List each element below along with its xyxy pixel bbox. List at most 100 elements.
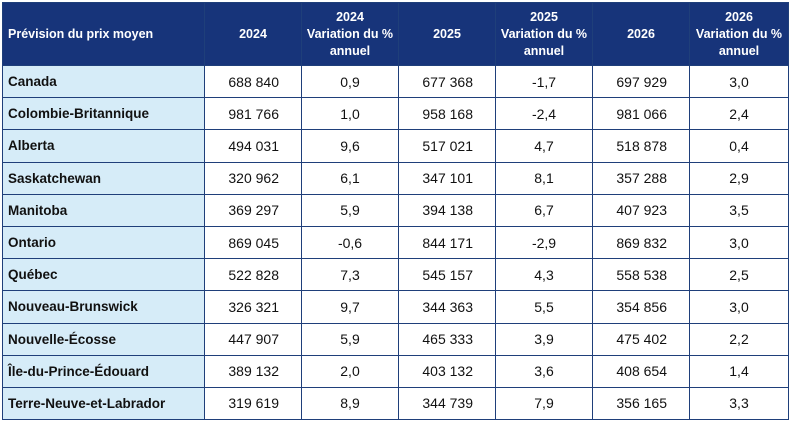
change-2024: 7,3: [301, 258, 399, 292]
header-2026-change: 2026 Variation du % annuel: [689, 2, 789, 66]
header-2026-change-unit: annuel: [718, 43, 760, 58]
change-2026: 3,0: [689, 64, 789, 99]
price-2026: 354 856: [592, 290, 690, 324]
header-2024-change-label: Variation du %: [306, 26, 394, 41]
change-2024: 0,9: [301, 64, 399, 99]
table-row: Nouveau-Brunswick 326 321 9,7 344 363 5,…: [2, 290, 789, 324]
table-row: Ontario 869 045 -0,6 844 171 -2,9 869 83…: [2, 225, 789, 260]
price-2026: 558 538: [592, 258, 690, 292]
table-row: Manitoba 369 297 5,9 394 138 6,7 407 923…: [2, 193, 789, 227]
price-2025: 347 101: [398, 161, 496, 195]
change-2025: 4,7: [495, 129, 593, 163]
table-row: Alberta 494 031 9,6 517 021 4,7 518 878 …: [2, 129, 789, 163]
change-2026: 3,5: [689, 193, 789, 227]
region-name: Colombie-Britannique: [2, 97, 205, 131]
header-2025-change-year: 2025: [530, 9, 558, 24]
change-2024: 6,1: [301, 161, 399, 195]
change-2024: -0,6: [301, 225, 399, 260]
price-2026: 697 929: [592, 64, 690, 99]
price-2026: 407 923: [592, 193, 690, 227]
price-2024: 326 321: [204, 290, 302, 324]
change-2025: -2,4: [495, 97, 593, 131]
price-2024: 389 132: [204, 354, 302, 388]
change-2025: -2,9: [495, 225, 593, 260]
header-2026-change-label: Variation du %: [695, 26, 783, 41]
header-label-column: Prévision du prix moyen: [2, 2, 205, 66]
price-2024: 319 619: [204, 386, 302, 421]
region-name: Québec: [2, 258, 205, 292]
price-2026: 475 402: [592, 322, 690, 356]
region-name: Saskatchewan: [2, 161, 205, 195]
table-row: Terre-Neuve-et-Labrador 319 619 8,9 344 …: [2, 386, 789, 421]
price-2026: 356 165: [592, 386, 690, 421]
price-2024: 369 297: [204, 193, 302, 227]
price-2025: 545 157: [398, 258, 496, 292]
table-row: Québec 522 828 7,3 545 157 4,3 558 538 2…: [2, 258, 789, 292]
change-2024: 2,0: [301, 354, 399, 388]
change-2025: 7,9: [495, 386, 593, 421]
change-2025: 6,7: [495, 193, 593, 227]
price-2026: 357 288: [592, 161, 690, 195]
change-2025: 8,1: [495, 161, 593, 195]
change-2026: 3,0: [689, 225, 789, 260]
change-2026: 3,3: [689, 386, 789, 421]
change-2024: 9,6: [301, 129, 399, 163]
price-2025: 344 363: [398, 290, 496, 324]
header-2025: 2025: [398, 2, 496, 66]
change-2025: 3,9: [495, 322, 593, 356]
change-2024: 8,9: [301, 386, 399, 421]
price-2024: 522 828: [204, 258, 302, 292]
region-name: Canada: [2, 64, 205, 99]
table-row: Île-du-Prince-Édouard 389 132 2,0 403 13…: [2, 354, 789, 388]
change-2025: 3,6: [495, 354, 593, 388]
change-2026: 2,2: [689, 322, 789, 356]
price-2025: 844 171: [398, 225, 496, 260]
price-2025: 958 168: [398, 97, 496, 131]
change-2026: 1,4: [689, 354, 789, 388]
change-2026: 2,4: [689, 97, 789, 131]
header-2025-change: 2025 Variation du % annuel: [495, 2, 593, 66]
change-2025: 4,3: [495, 258, 593, 292]
header-row: Prévision du prix moyen 2024 2024 Variat…: [2, 2, 789, 66]
header-2024-change-year: 2024: [336, 9, 364, 24]
price-2024: 981 766: [204, 97, 302, 131]
price-2025: 677 368: [398, 64, 496, 99]
header-2024-change-unit: annuel: [329, 43, 371, 58]
header-2024: 2024: [204, 2, 302, 66]
table-row: Colombie-Britannique 981 766 1,0 958 168…: [2, 97, 789, 131]
table-body: Canada 688 840 0,9 677 368 -1,7 697 929 …: [2, 64, 789, 421]
change-2025: 5,5: [495, 290, 593, 324]
header-2026-change-year: 2026: [725, 9, 753, 24]
price-2026: 981 066: [592, 97, 690, 131]
price-2025: 403 132: [398, 354, 496, 388]
price-2026: 408 654: [592, 354, 690, 388]
change-2024: 1,0: [301, 97, 399, 131]
change-2024: 9,7: [301, 290, 399, 324]
table-header: Prévision du prix moyen 2024 2024 Variat…: [2, 2, 789, 66]
change-2025: -1,7: [495, 64, 593, 99]
price-2024: 494 031: [204, 129, 302, 163]
table-row: Saskatchewan 320 962 6,1 347 101 8,1 357…: [2, 161, 789, 195]
change-2026: 2,9: [689, 161, 789, 195]
header-2026: 2026: [592, 2, 690, 66]
region-name: Nouveau-Brunswick: [2, 290, 205, 324]
price-2024: 447 907: [204, 322, 302, 356]
price-2025: 344 739: [398, 386, 496, 421]
region-name: Ontario: [2, 225, 205, 260]
table-row: Nouvelle-Écosse 447 907 5,9 465 333 3,9 …: [2, 322, 789, 356]
price-2024: 869 045: [204, 225, 302, 260]
price-2024: 320 962: [204, 161, 302, 195]
price-2025: 465 333: [398, 322, 496, 356]
region-name: Île-du-Prince-Édouard: [2, 354, 205, 388]
price-2025: 517 021: [398, 129, 496, 163]
header-2025-change-unit: annuel: [523, 43, 565, 58]
region-name: Terre-Neuve-et-Labrador: [2, 386, 205, 421]
region-name: Manitoba: [2, 193, 205, 227]
region-name: Nouvelle-Écosse: [2, 322, 205, 356]
header-2024-change: 2024 Variation du % annuel: [301, 2, 399, 66]
change-2026: 0,4: [689, 129, 789, 163]
change-2024: 5,9: [301, 193, 399, 227]
change-2026: 2,5: [689, 258, 789, 292]
